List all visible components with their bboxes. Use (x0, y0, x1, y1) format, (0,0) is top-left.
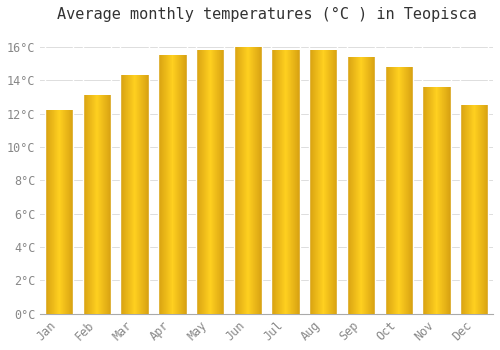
Title: Average monthly temperatures (°C ) in Teopisca: Average monthly temperatures (°C ) in Te… (57, 7, 476, 22)
